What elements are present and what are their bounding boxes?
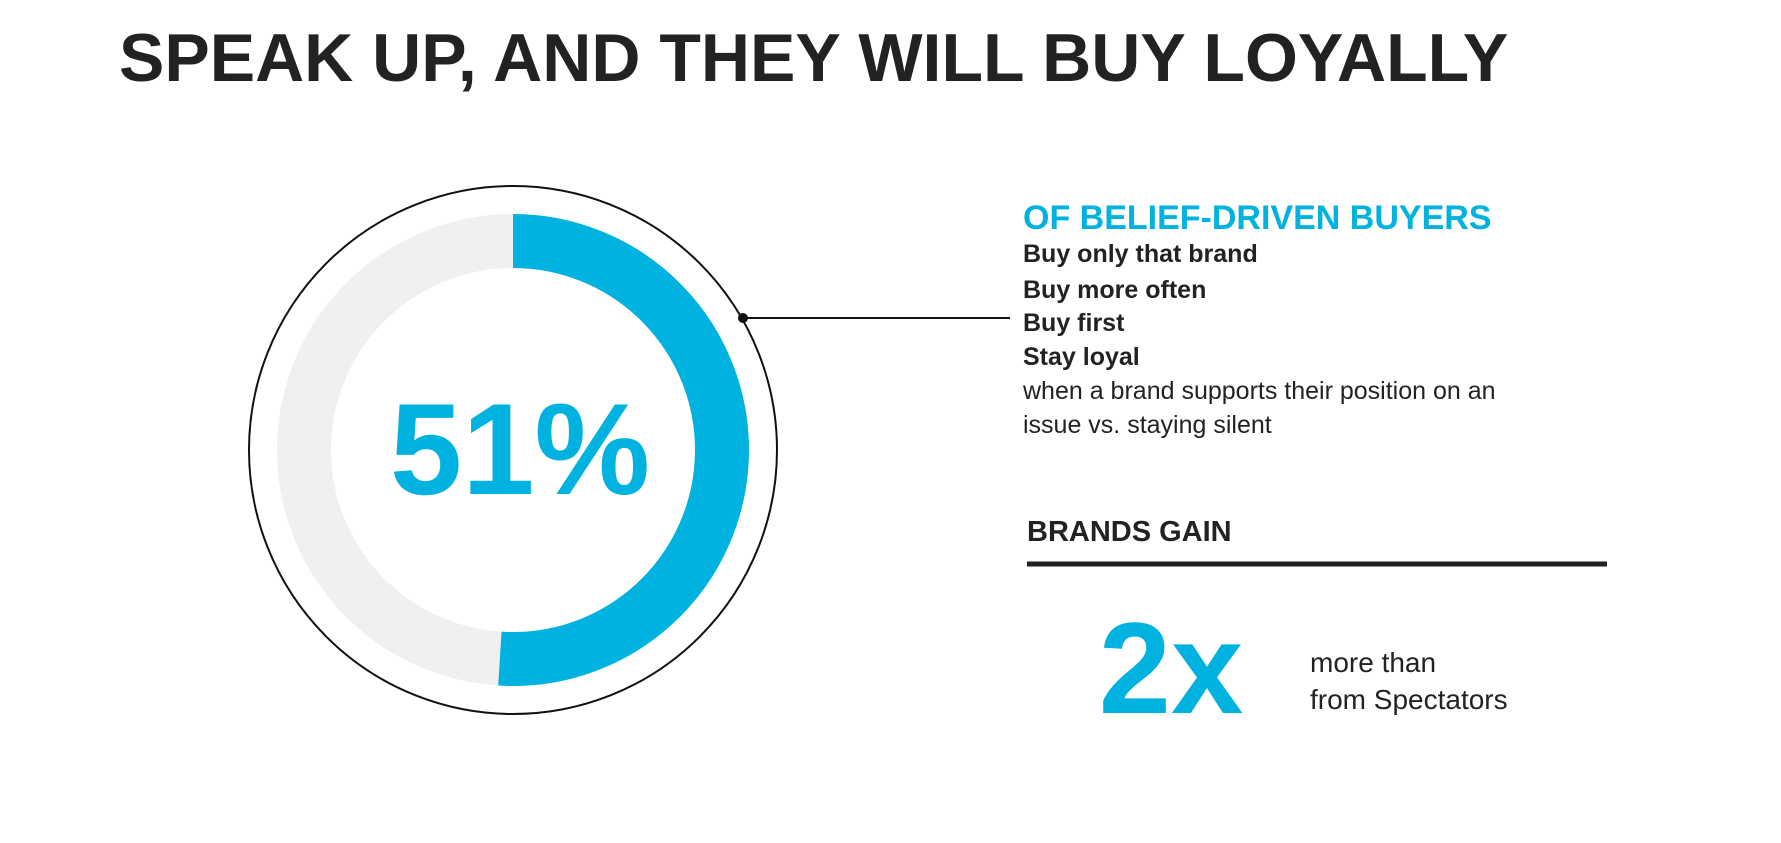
buyer-note: when a brand supports their position on … — [1022, 377, 1496, 405]
gain-text: more than — [1310, 647, 1436, 678]
connector-dot — [738, 313, 748, 323]
gain-text: from Spectators — [1310, 684, 1508, 715]
outer-ring — [248, 185, 778, 715]
title: SPEAK UP, AND THEY WILL BUY LOYALLY — [119, 20, 1508, 96]
buyer-action: Buy only that brand — [1023, 240, 1258, 268]
buyers-heading: OF BELIEF-DRIVEN BUYERS — [1023, 199, 1491, 237]
buyer-action: Buy more often — [1023, 276, 1206, 304]
gain-heading: BRANDS GAIN — [1027, 516, 1232, 548]
buyer-action: Buy first — [1023, 309, 1125, 337]
buyer-note: issue vs. staying silent — [1023, 411, 1272, 439]
buyer-action: Stay loyal — [1023, 343, 1140, 371]
gauge-arc — [498, 214, 749, 686]
gain-figure: 2x — [1099, 595, 1244, 741]
gauge-label: 51% — [390, 376, 650, 522]
